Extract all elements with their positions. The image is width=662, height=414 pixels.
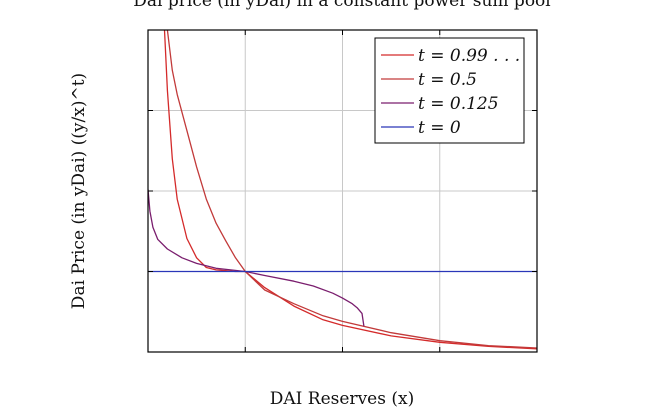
y-axis-label: Dai Price (in yDai) ((y/x)^t)	[69, 73, 89, 309]
legend-label-1: t = 0.99 . . .	[418, 46, 520, 66]
series-line-2	[166, 30, 537, 349]
x-axis-label: DAI Reserves (x)	[270, 389, 414, 409]
legend: t = 0.99 . . . t = 0.5 t = 0.125 t = 0	[374, 37, 525, 144]
legend-label-4: t = 0	[418, 118, 461, 138]
chart-title: Dai price (in yDai) in a constant power …	[133, 0, 550, 11]
series-group	[148, 30, 537, 350]
legend-label-2: t = 0.5	[418, 70, 477, 90]
tick-marks	[148, 30, 537, 352]
legend-label-3: t = 0.125	[418, 94, 499, 114]
